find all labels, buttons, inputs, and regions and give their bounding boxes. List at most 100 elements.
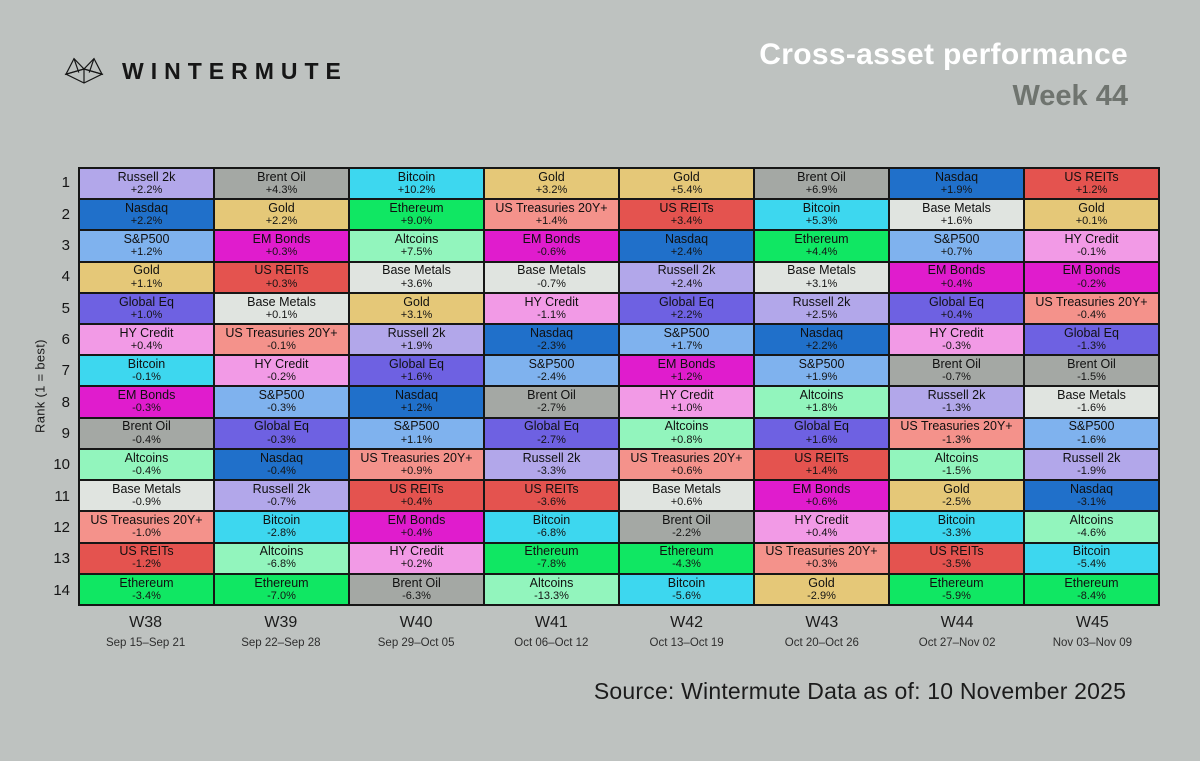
asset-name: Ethereum [794,232,849,247]
asset-name: Ethereum [254,575,309,590]
asset-change: -0.3% [942,339,971,352]
asset-change: -0.9% [132,496,161,509]
asset-change: -1.3% [1077,339,1106,352]
asset-name: Gold [268,200,295,215]
asset-change: -1.6% [1077,433,1106,446]
asset-cell: Bitcoin +10.2% [350,169,483,199]
asset-change: -5.4% [1077,558,1106,571]
asset-name: S&P500 [1068,419,1115,434]
asset-change: +4.4% [805,246,838,259]
asset-change: +1.1% [400,433,433,446]
asset-name: Altcoins [799,388,844,403]
asset-change: +0.3% [265,277,298,290]
week-axis: W38 Sep 15–Sep 21 W39 Sep 22–Sep 28 W40 Sep 2… [78,614,1160,649]
asset-change: +1.6% [400,371,433,384]
asset-change: +1.4% [805,464,838,477]
page-title: Cross-asset performance [759,38,1128,71]
asset-change: +0.3% [265,246,298,259]
asset-cell: Nasdaq -3.1% [1025,481,1158,511]
asset-name: Base Metals [517,263,586,278]
asset-change: -2.3% [537,339,566,352]
asset-cell: Bitcoin -2.8% [215,512,348,542]
asset-cell: EM Bonds +0.3% [215,231,348,261]
asset-cell: US REITs -3.6% [485,481,618,511]
asset-name: HY Credit [524,294,579,309]
asset-cell: HY Credit +1.0% [620,387,753,417]
asset-cell: HY Credit +0.4% [80,325,213,355]
asset-cell: Gold +3.1% [350,293,483,324]
asset-change: -0.3% [267,433,296,446]
asset-change: +2.2% [670,308,703,321]
asset-change: -0.1% [267,339,296,352]
rank-number: 4 [61,268,70,286]
asset-cell: EM Bonds +1.2% [620,356,753,386]
asset-cell: US Treasuries 20Y+ -1.3% [890,418,1023,448]
asset-cell: US Treasuries 20Y+ -0.4% [1025,293,1158,324]
asset-name: Global Eq [119,294,174,309]
asset-change: -2.7% [537,402,566,415]
asset-name: Ethereum [929,575,984,590]
asset-cell: Base Metals +3.1% [755,262,888,292]
asset-change: -2.7% [537,433,566,446]
asset-cell: Brent Oil -2.7% [485,387,618,417]
week-code: W38 [129,614,163,631]
asset-change: +3.1% [400,308,433,321]
asset-name: HY Credit [389,544,444,559]
asset-change: -0.4% [1077,308,1106,321]
rank-number: 5 [61,299,70,317]
asset-change: +0.3% [805,558,838,571]
asset-change: -6.8% [537,527,566,540]
asset-cell: Ethereum -7.0% [215,574,348,604]
asset-cell: HY Credit +0.2% [350,543,483,573]
week-code: W44 [940,614,974,631]
asset-cell: Global Eq +1.6% [755,418,888,448]
asset-change: -1.0% [132,527,161,540]
asset-cell: Base Metals +1.6% [890,200,1023,230]
week-label: W41 Oct 06–Oct 12 [484,614,619,649]
week-label: W39 Sep 22–Sep 28 [213,614,348,649]
asset-name: S&P500 [798,357,845,372]
asset-change: -1.3% [942,433,971,446]
asset-name: US Treasuries 20Y+ [630,450,743,465]
asset-cell: Altcoins -0.4% [80,449,213,480]
asset-cell: Gold +2.2% [215,200,348,230]
asset-cell: Base Metals -0.7% [485,262,618,292]
asset-name: US Treasuries 20Y+ [360,450,473,465]
asset-name: Gold [673,169,700,184]
asset-cell: Brent Oil -0.7% [890,356,1023,386]
asset-change: -5.6% [672,589,701,602]
asset-change: -2.9% [807,589,836,602]
asset-name: Bitcoin [802,200,841,215]
asset-cell: US Treasuries 20Y+ -1.0% [80,512,213,542]
rank-number: 8 [61,393,70,411]
week-code: W41 [534,614,568,631]
asset-change: +0.6% [670,496,703,509]
asset-name: Global Eq [524,419,579,434]
asset-name: Bitcoin [532,513,571,528]
asset-cell: Altcoins -13.3% [485,574,618,604]
asset-name: Ethereum [524,544,579,559]
week-label: W42 Oct 13–Oct 19 [619,614,754,649]
asset-cell: Bitcoin -0.1% [80,356,213,386]
asset-change: -0.7% [267,496,296,509]
asset-change: -0.2% [267,371,296,384]
asset-name: US REITs [929,544,984,559]
asset-cell: Nasdaq +2.2% [80,200,213,230]
asset-change: -4.6% [1077,527,1106,540]
asset-name: Ethereum [1064,575,1119,590]
asset-change: -0.1% [1077,246,1106,259]
asset-name: Altcoins [529,575,574,590]
asset-cell: Global Eq -1.3% [1025,325,1158,355]
asset-change: +2.2% [130,183,163,196]
asset-name: Brent Oil [662,513,711,528]
asset-change: -3.3% [942,527,971,540]
week-label: W45 Nov 03–Nov 09 [1025,614,1160,649]
asset-change: +3.2% [535,183,568,196]
asset-change: -0.1% [132,371,161,384]
asset-name: S&P500 [123,232,170,247]
asset-cell: Altcoins +7.5% [350,231,483,261]
asset-change: -3.1% [1077,496,1106,509]
asset-name: Base Metals [652,481,721,496]
asset-name: US Treasuries 20Y+ [225,325,338,340]
